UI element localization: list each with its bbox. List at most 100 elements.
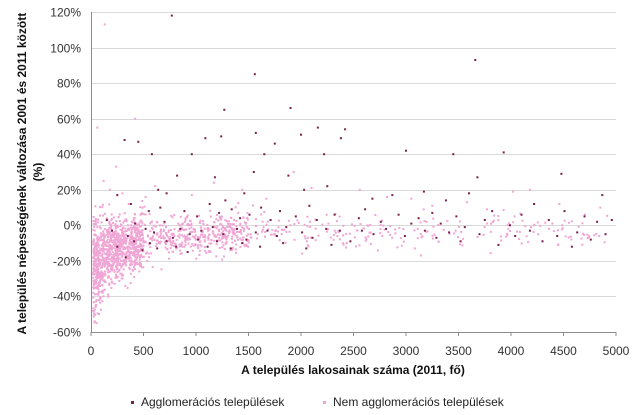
- point-non-agglomeration: [129, 264, 132, 267]
- point-agglomeration: [563, 210, 566, 213]
- point-non-agglomeration: [334, 231, 337, 234]
- point-non-agglomeration: [124, 227, 127, 230]
- point-non-agglomeration: [108, 284, 111, 286]
- point-non-agglomeration: [485, 208, 488, 211]
- point-non-agglomeration: [138, 258, 141, 261]
- point-non-agglomeration: [97, 255, 99, 258]
- point-non-agglomeration: [104, 256, 107, 259]
- point-non-agglomeration: [581, 243, 584, 246]
- point-non-agglomeration: [98, 297, 101, 300]
- point-non-agglomeration: [586, 237, 589, 239]
- point-non-agglomeration: [402, 228, 405, 231]
- point-agglomeration: [583, 215, 586, 218]
- point-non-agglomeration: [462, 237, 465, 240]
- point-non-agglomeration: [220, 223, 223, 226]
- point-non-agglomeration: [222, 236, 224, 239]
- point-non-agglomeration: [212, 232, 215, 235]
- point-non-agglomeration: [317, 234, 320, 237]
- point-non-agglomeration: [127, 257, 130, 260]
- point-non-agglomeration: [101, 250, 104, 253]
- point-non-agglomeration: [181, 241, 184, 244]
- point-non-agglomeration: [530, 226, 532, 229]
- point-agglomeration: [349, 240, 352, 243]
- point-non-agglomeration: [99, 254, 102, 257]
- point-non-agglomeration: [153, 238, 156, 241]
- point-non-agglomeration: [106, 271, 109, 274]
- point-non-agglomeration: [230, 226, 232, 229]
- point-non-agglomeration: [453, 232, 456, 235]
- point-non-agglomeration: [199, 221, 202, 224]
- point-non-agglomeration: [107, 235, 110, 238]
- point-non-agglomeration: [177, 222, 180, 225]
- point-non-agglomeration: [116, 253, 119, 256]
- point-non-agglomeration: [136, 263, 139, 266]
- point-non-agglomeration: [94, 264, 97, 267]
- point-non-agglomeration: [329, 236, 332, 239]
- point-non-agglomeration: [103, 241, 106, 244]
- point-non-agglomeration: [118, 241, 121, 244]
- point-non-agglomeration: [186, 237, 189, 240]
- point-non-agglomeration: [116, 268, 119, 271]
- point-non-agglomeration: [140, 243, 142, 246]
- y-tick-label: 0%: [64, 219, 82, 233]
- point-non-agglomeration: [232, 223, 235, 226]
- point-agglomeration: [287, 174, 290, 177]
- point-non-agglomeration: [144, 195, 147, 198]
- point-agglomeration: [476, 176, 479, 179]
- point-non-agglomeration: [115, 235, 118, 238]
- point-non-agglomeration: [301, 252, 304, 255]
- point-non-agglomeration: [181, 223, 184, 226]
- point-non-agglomeration: [120, 259, 123, 262]
- point-non-agglomeration: [163, 237, 166, 240]
- point-non-agglomeration: [519, 212, 522, 215]
- point-non-agglomeration: [276, 230, 279, 233]
- point-non-agglomeration: [141, 245, 144, 248]
- point-non-agglomeration: [101, 291, 104, 294]
- point-non-agglomeration: [233, 227, 236, 230]
- point-agglomeration: [156, 247, 159, 250]
- point-non-agglomeration: [161, 224, 164, 227]
- point-non-agglomeration: [567, 221, 570, 224]
- point-non-agglomeration: [159, 232, 162, 235]
- point-agglomeration: [254, 231, 257, 234]
- point-non-agglomeration: [228, 230, 231, 233]
- point-non-agglomeration: [105, 217, 108, 220]
- point-non-agglomeration: [218, 230, 220, 233]
- point-non-agglomeration: [100, 271, 103, 274]
- point-non-agglomeration: [267, 228, 270, 231]
- point-non-agglomeration: [96, 249, 99, 252]
- point-non-agglomeration: [224, 242, 227, 245]
- point-non-agglomeration: [402, 240, 405, 243]
- point-non-agglomeration: [112, 258, 115, 261]
- point-non-agglomeration: [134, 241, 137, 244]
- point-agglomeration: [137, 140, 140, 143]
- point-non-agglomeration: [93, 267, 96, 270]
- point-agglomeration: [371, 197, 374, 200]
- point-non-agglomeration: [128, 243, 131, 246]
- point-non-agglomeration: [125, 254, 128, 257]
- point-non-agglomeration: [492, 219, 495, 222]
- point-non-agglomeration: [96, 251, 98, 254]
- point-non-agglomeration: [222, 230, 225, 233]
- point-non-agglomeration: [148, 213, 151, 216]
- point-non-agglomeration: [136, 226, 139, 229]
- point-non-agglomeration: [233, 233, 236, 236]
- y-tick-label: 100%: [50, 42, 81, 56]
- point-non-agglomeration: [133, 264, 136, 267]
- point-non-agglomeration: [99, 285, 101, 287]
- point-non-agglomeration: [97, 288, 100, 291]
- point-non-agglomeration: [504, 235, 507, 238]
- point-non-agglomeration: [133, 254, 136, 257]
- point-non-agglomeration: [100, 270, 103, 273]
- point-non-agglomeration: [95, 278, 98, 281]
- point-non-agglomeration: [209, 209, 212, 212]
- point-non-agglomeration: [122, 221, 125, 224]
- point-non-agglomeration: [337, 231, 340, 233]
- point-non-agglomeration: [197, 236, 200, 239]
- point-agglomeration: [520, 213, 523, 216]
- point-non-agglomeration: [97, 276, 100, 279]
- point-non-agglomeration: [93, 283, 96, 285]
- point-non-agglomeration: [168, 238, 171, 241]
- point-non-agglomeration: [342, 243, 345, 246]
- point-non-agglomeration: [92, 262, 95, 265]
